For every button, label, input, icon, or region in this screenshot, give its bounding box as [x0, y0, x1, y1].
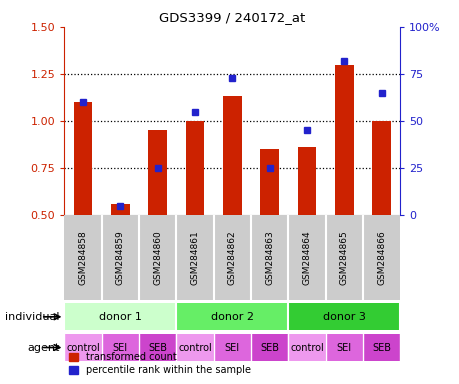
Text: GSM284860: GSM284860	[153, 230, 162, 285]
Text: GSM284859: GSM284859	[116, 230, 124, 285]
Bar	[64, 215, 101, 300]
Bar	[101, 215, 139, 300]
Text: GSM284866: GSM284866	[376, 230, 385, 285]
Text: control: control	[66, 343, 100, 353]
Text: control: control	[178, 343, 212, 353]
Bar	[251, 215, 288, 300]
Bar	[176, 215, 213, 300]
Bar	[139, 334, 176, 361]
Text: GSM284862: GSM284862	[227, 230, 236, 285]
Bar	[64, 334, 101, 361]
Bar	[251, 334, 288, 361]
Bar	[148, 131, 167, 215]
Bar	[325, 334, 362, 361]
Text: GSM284864: GSM284864	[302, 230, 311, 285]
Bar	[176, 303, 288, 330]
Bar	[260, 149, 278, 215]
Text: SEB: SEB	[371, 343, 390, 353]
Text: donor 2: donor 2	[210, 312, 253, 322]
Bar	[139, 215, 176, 300]
Text: SEI: SEI	[224, 343, 239, 353]
Bar	[73, 102, 92, 215]
Text: GSM284863: GSM284863	[264, 230, 274, 285]
Bar	[362, 334, 399, 361]
Bar	[288, 303, 399, 330]
Bar	[185, 121, 204, 215]
Bar	[176, 334, 213, 361]
Text: SEI: SEI	[336, 343, 351, 353]
Text: GSM284858: GSM284858	[78, 230, 87, 285]
Text: SEI: SEI	[112, 343, 128, 353]
Bar	[297, 147, 316, 215]
Bar	[223, 96, 241, 215]
Text: SEB: SEB	[259, 343, 279, 353]
Bar	[325, 215, 362, 300]
Title: GDS3399 / 240172_at: GDS3399 / 240172_at	[159, 11, 305, 24]
Bar	[213, 215, 251, 300]
Text: donor 1: donor 1	[99, 312, 141, 322]
Text: GSM284865: GSM284865	[339, 230, 348, 285]
Text: SEB: SEB	[148, 343, 167, 353]
Bar	[213, 334, 251, 361]
Text: individual: individual	[6, 312, 60, 322]
Bar	[371, 121, 390, 215]
Bar	[362, 215, 399, 300]
Bar	[288, 334, 325, 361]
Bar	[334, 65, 353, 215]
Bar	[288, 215, 325, 300]
Bar	[64, 303, 176, 330]
Text: GSM284861: GSM284861	[190, 230, 199, 285]
Text: donor 3: donor 3	[322, 312, 365, 322]
Text: agent: agent	[28, 343, 60, 353]
Bar	[111, 204, 129, 215]
Text: control: control	[290, 343, 323, 353]
Legend: transformed count, percentile rank within the sample: transformed count, percentile rank withi…	[69, 353, 250, 375]
Bar	[101, 334, 139, 361]
